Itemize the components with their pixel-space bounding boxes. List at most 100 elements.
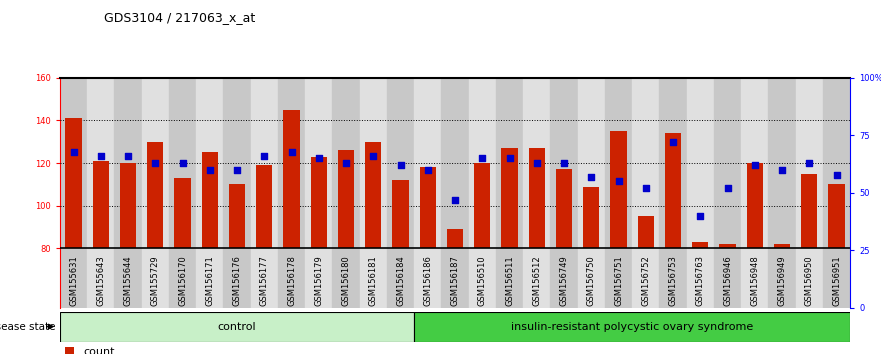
Bar: [714, 78, 741, 308]
Bar: [529, 148, 545, 248]
Bar: [387, 78, 414, 308]
Text: GSM156752: GSM156752: [641, 255, 650, 306]
Text: GSM156177: GSM156177: [260, 255, 269, 306]
Text: GSM156750: GSM156750: [587, 255, 596, 306]
Bar: [720, 244, 736, 248]
Bar: [284, 110, 300, 248]
Bar: [87, 78, 115, 308]
Bar: [115, 78, 142, 308]
Bar: [120, 163, 137, 248]
Bar: [633, 78, 659, 308]
Bar: [768, 78, 796, 308]
Text: GSM156186: GSM156186: [423, 255, 433, 306]
Bar: [278, 78, 305, 308]
Bar: [774, 244, 790, 248]
Bar: [801, 174, 818, 248]
Bar: [741, 78, 768, 308]
Text: insulin-resistant polycystic ovary syndrome: insulin-resistant polycystic ovary syndr…: [511, 321, 753, 332]
Bar: [605, 78, 633, 308]
Point: [312, 156, 326, 161]
Text: GSM156512: GSM156512: [532, 255, 541, 306]
Point: [257, 153, 271, 159]
Bar: [256, 165, 272, 248]
Legend: count, percentile rank within the sample: count, percentile rank within the sample: [65, 347, 271, 354]
Text: GSM155729: GSM155729: [151, 255, 159, 306]
Bar: [147, 142, 164, 248]
Bar: [638, 216, 654, 248]
Point: [421, 167, 435, 173]
Point: [803, 160, 817, 166]
Bar: [828, 184, 845, 248]
Bar: [551, 78, 578, 308]
Bar: [823, 78, 850, 308]
Text: GSM156170: GSM156170: [178, 255, 187, 306]
Text: GDS3104 / 217063_x_at: GDS3104 / 217063_x_at: [104, 11, 255, 24]
Bar: [469, 78, 496, 308]
Bar: [419, 167, 436, 248]
Bar: [169, 78, 196, 308]
Bar: [142, 78, 169, 308]
Bar: [196, 78, 224, 308]
Bar: [441, 78, 469, 308]
Bar: [686, 78, 714, 308]
Point: [230, 167, 244, 173]
Bar: [229, 184, 245, 248]
Text: GSM156179: GSM156179: [315, 255, 323, 306]
Point: [611, 178, 626, 184]
Point: [339, 160, 353, 166]
Point: [285, 149, 299, 154]
Bar: [174, 178, 190, 248]
Text: disease state: disease state: [0, 321, 56, 332]
Bar: [60, 78, 87, 308]
Bar: [556, 170, 573, 248]
Text: GSM156178: GSM156178: [287, 255, 296, 306]
Text: GSM156951: GSM156951: [832, 255, 841, 306]
Text: GSM155643: GSM155643: [96, 255, 106, 306]
Point: [748, 162, 762, 168]
Point: [639, 185, 653, 191]
Point: [448, 197, 462, 202]
Text: GSM156950: GSM156950: [804, 255, 814, 306]
Text: GSM156184: GSM156184: [396, 255, 405, 306]
Bar: [337, 150, 354, 248]
Bar: [305, 78, 332, 308]
Bar: [665, 133, 681, 248]
Bar: [746, 163, 763, 248]
Bar: [60, 312, 414, 342]
Bar: [447, 229, 463, 248]
Text: GSM156187: GSM156187: [450, 255, 460, 306]
Text: GSM155631: GSM155631: [69, 255, 78, 306]
Bar: [332, 78, 359, 308]
Text: GSM156763: GSM156763: [696, 255, 705, 306]
Text: GSM156171: GSM156171: [205, 255, 214, 306]
Text: GSM156946: GSM156946: [723, 255, 732, 306]
Point: [693, 213, 707, 219]
Text: control: control: [218, 321, 256, 332]
Text: GSM156510: GSM156510: [478, 255, 487, 306]
Point: [66, 149, 80, 154]
Text: GSM156180: GSM156180: [342, 255, 351, 306]
Bar: [202, 153, 218, 248]
Text: GSM156511: GSM156511: [505, 255, 514, 306]
Bar: [496, 78, 523, 308]
Point: [475, 156, 489, 161]
Bar: [392, 180, 409, 248]
Bar: [414, 78, 441, 308]
Bar: [578, 78, 605, 308]
Bar: [796, 78, 823, 308]
Text: GSM156749: GSM156749: [559, 255, 568, 306]
Point: [666, 139, 680, 145]
Text: GSM156948: GSM156948: [751, 255, 759, 306]
Point: [175, 160, 189, 166]
Point: [502, 156, 516, 161]
Bar: [523, 78, 551, 308]
Bar: [501, 148, 518, 248]
Bar: [65, 118, 82, 248]
Point: [203, 167, 217, 173]
Point: [394, 162, 408, 168]
Point: [584, 174, 598, 179]
Text: GSM156176: GSM156176: [233, 255, 241, 306]
Point: [775, 167, 789, 173]
Point: [148, 160, 162, 166]
Text: GSM155644: GSM155644: [123, 255, 132, 306]
